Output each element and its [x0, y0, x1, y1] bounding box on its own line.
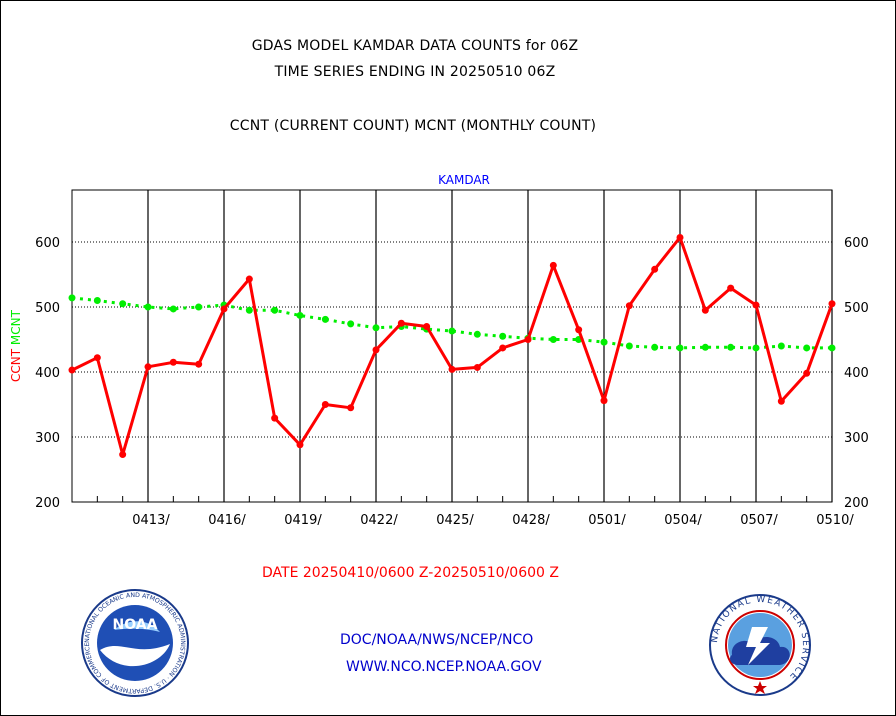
data-point-mcnt [144, 303, 152, 311]
nws-logo: NATIONAL WEATHER SERVICE [709, 594, 811, 696]
data-point-ccnt [549, 261, 557, 269]
data-point-mcnt [296, 311, 304, 319]
data-point-mcnt [651, 343, 659, 351]
data-point-mcnt [347, 320, 355, 328]
data-point-mcnt [119, 300, 127, 308]
data-point-ccnt [321, 401, 329, 408]
x-tick-label: 0510/ [816, 513, 854, 528]
data-point-mcnt [676, 344, 684, 352]
x-tick-label: 0504/ [664, 513, 702, 528]
data-point-ccnt [448, 365, 456, 373]
data-point-ccnt [803, 369, 811, 377]
data-point-ccnt [397, 319, 405, 327]
data-point-ccnt [93, 354, 101, 362]
data-point-ccnt [828, 300, 836, 308]
data-point-ccnt [727, 284, 735, 292]
x-tick-label: 0428/ [512, 513, 550, 528]
x-tick-label: 0501/ [588, 513, 626, 528]
y-tick-label-right: 500 [844, 301, 869, 316]
noaa-logo-text: NOAA [113, 617, 158, 633]
data-point-ccnt [271, 414, 279, 422]
data-point-ccnt [701, 306, 709, 314]
data-point-mcnt [93, 297, 101, 304]
chart-title-line3: CCNT (CURRENT COUNT) MCNT (MONTHLY COUNT… [229, 118, 597, 134]
data-point-ccnt [68, 366, 76, 374]
data-point-mcnt [803, 344, 811, 352]
chart-subtitle: KAMDAR [438, 173, 490, 187]
y-tick-label-left: 300 [35, 431, 60, 446]
data-point-ccnt [144, 363, 152, 371]
website-link[interactable]: WWW.NCO.NCEP.NOAA.GOV [346, 659, 542, 675]
data-point-ccnt [220, 305, 228, 313]
data-point-mcnt [321, 315, 329, 323]
x-tick-label: 0507/ [740, 513, 778, 528]
data-point-mcnt [271, 306, 279, 314]
y-axis-label-mcnt: MCNT [9, 309, 23, 345]
chart-title-line2: TIME SERIES ENDING IN 20250510 06Z [274, 64, 556, 80]
y-tick-label-left: 200 [35, 496, 60, 511]
data-point-mcnt [777, 342, 785, 350]
data-point-ccnt [625, 302, 633, 310]
data-point-mcnt [701, 343, 709, 351]
data-point-ccnt [119, 451, 127, 459]
data-point-mcnt [195, 303, 203, 311]
chart-title-line1: GDAS MODEL KAMDAR DATA COUNTS for 06Z [251, 38, 579, 54]
data-point-ccnt [524, 336, 532, 343]
y-tick-label-right: 300 [844, 431, 869, 446]
data-point-mcnt [169, 305, 177, 313]
data-point-ccnt [777, 397, 785, 405]
org-path-link[interactable]: DOC/NOAA/NWS/NCEP/NCO [340, 632, 534, 648]
y-tick-label-left: 500 [35, 301, 60, 316]
x-tick-label: 0419/ [284, 513, 322, 528]
data-point-ccnt [245, 275, 253, 283]
y-axis-label: CCNT MCNT [9, 309, 23, 382]
data-point-ccnt [423, 323, 431, 330]
data-point-ccnt [651, 265, 659, 273]
y-tick-label-left: 400 [35, 366, 60, 381]
data-point-mcnt [752, 344, 760, 352]
data-point-ccnt [600, 397, 608, 405]
data-point-ccnt [473, 363, 481, 371]
y-tick-label-right: 200 [844, 496, 869, 511]
data-point-mcnt [499, 332, 507, 340]
x-tick-label: 0422/ [360, 513, 398, 528]
data-point-mcnt [600, 338, 608, 346]
data-point-ccnt [372, 346, 380, 354]
data-point-mcnt [68, 294, 76, 302]
y-tick-label-right: 600 [844, 236, 869, 251]
date-range-label: DATE 20250410/0600 Z-20250510/0600 Z [262, 565, 559, 581]
data-point-ccnt [296, 441, 304, 449]
y-axis-label-ccnt: CCNT [9, 345, 23, 382]
x-tick-label: 0416/ [208, 513, 246, 528]
noaa-logo: NOAA NATIONAL OCEANIC AND ATMOSPHERIC AD… [81, 589, 189, 697]
data-point-ccnt [752, 301, 760, 309]
data-point-mcnt [372, 324, 380, 332]
data-point-mcnt [549, 336, 557, 343]
data-point-mcnt [625, 342, 633, 350]
data-point-ccnt [195, 360, 203, 368]
data-point-mcnt [473, 330, 481, 338]
data-point-mcnt [727, 343, 735, 351]
y-tick-label-right: 400 [844, 366, 869, 381]
data-point-mcnt [245, 306, 253, 314]
data-point-ccnt [347, 404, 355, 412]
x-tick-label: 0413/ [132, 513, 170, 528]
y-tick-label-left: 600 [35, 236, 60, 251]
x-tick-label: 0425/ [436, 513, 474, 528]
data-point-mcnt [828, 344, 836, 352]
data-point-ccnt [676, 233, 684, 241]
data-point-mcnt [448, 327, 456, 335]
data-point-ccnt [499, 344, 507, 352]
data-point-ccnt [575, 326, 583, 334]
data-point-ccnt [169, 358, 177, 366]
